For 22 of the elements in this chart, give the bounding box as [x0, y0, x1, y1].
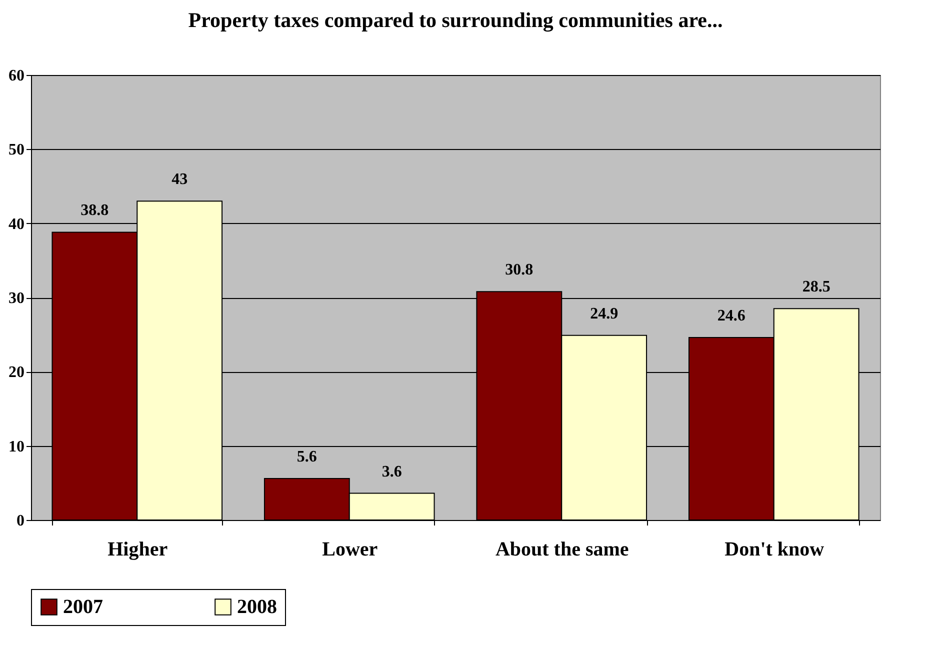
y-tick-label: 10	[8, 438, 24, 456]
data-label: 24.6	[717, 308, 746, 325]
y-tick-label: 0	[16, 512, 24, 530]
x-tick-label: About the same	[495, 538, 629, 560]
y-tick-label: 40	[8, 216, 24, 233]
data-label: 24.9	[590, 305, 618, 322]
data-label: 3.6	[382, 463, 402, 480]
x-tick-label: Lower	[322, 538, 378, 560]
data-label: 30.8	[505, 262, 534, 279]
data-label: 5.6	[296, 448, 317, 466]
y-tick-label: 30	[8, 290, 24, 307]
data-label: 28.5	[802, 278, 830, 296]
x-tick-label: Higher	[108, 538, 168, 560]
y-tick-label: 60	[8, 68, 24, 84]
legend-label: 2008	[237, 596, 277, 618]
data-label: 43	[172, 171, 188, 188]
legend-label: 2007	[63, 596, 103, 618]
x-tick-label: Don't know	[724, 538, 825, 560]
y-tick-label: 20	[8, 364, 24, 382]
data-label: 38.8	[80, 202, 109, 220]
y-tick-label: 50	[8, 142, 24, 159]
chart-title: Property taxes compared to surrounding communities are...	[188, 8, 723, 32]
